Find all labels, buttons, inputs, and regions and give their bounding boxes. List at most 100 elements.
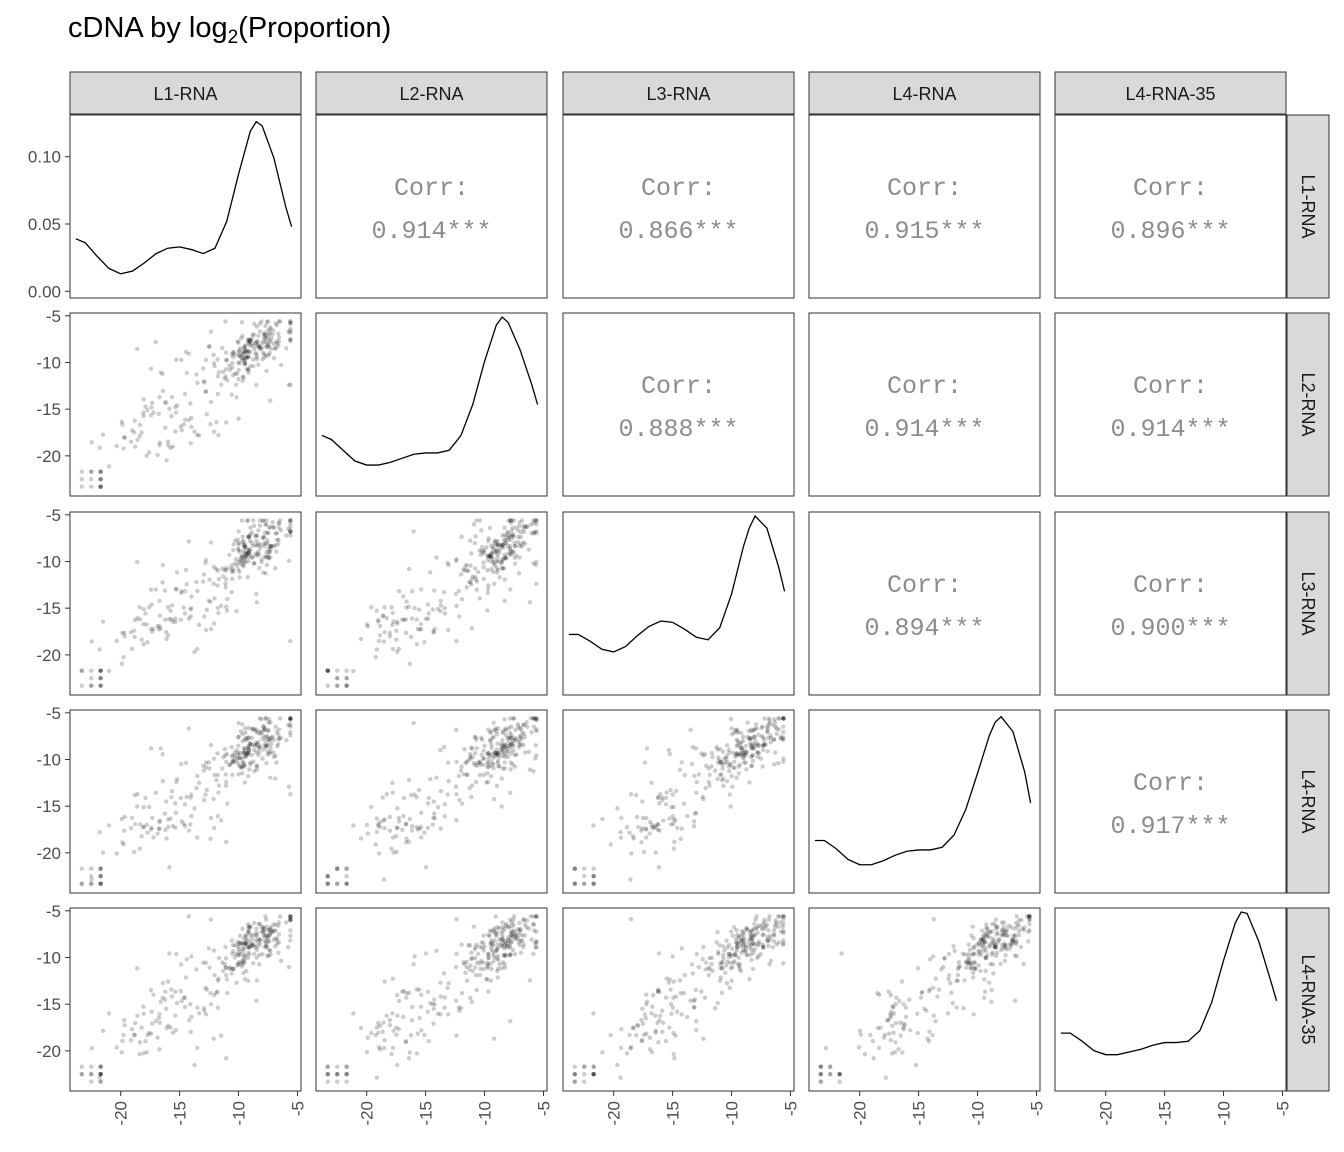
scatter-point bbox=[504, 944, 509, 949]
scatter-point bbox=[494, 752, 499, 758]
scatter-point bbox=[508, 952, 513, 957]
scatter-point bbox=[344, 1064, 349, 1069]
scatter-point bbox=[982, 932, 988, 937]
scatter-point bbox=[247, 339, 252, 345]
scatter-point bbox=[459, 534, 464, 540]
scatter-point bbox=[755, 925, 760, 930]
scatter-point bbox=[278, 362, 284, 368]
scatter-point bbox=[247, 534, 252, 539]
scatter-point bbox=[508, 745, 513, 751]
scatter-point bbox=[696, 772, 702, 777]
scatter-point bbox=[714, 744, 719, 750]
scatter-point bbox=[241, 357, 246, 362]
scatter-point bbox=[239, 964, 245, 969]
scatter-point bbox=[149, 1009, 154, 1014]
scatter-point bbox=[979, 938, 984, 943]
scatter-point bbox=[325, 668, 330, 673]
scatter-point bbox=[230, 568, 236, 574]
scatter-point bbox=[264, 942, 269, 948]
scatter-point bbox=[241, 948, 246, 953]
scatter-point bbox=[237, 575, 242, 580]
scatter-point bbox=[364, 1050, 370, 1055]
scatter-point bbox=[344, 683, 349, 688]
scatter-point bbox=[245, 339, 251, 344]
scatter-point bbox=[749, 763, 754, 769]
scatter-point bbox=[591, 881, 596, 886]
scatter-point bbox=[256, 549, 261, 554]
scatter-point bbox=[170, 619, 176, 624]
scatter-point bbox=[162, 811, 168, 816]
scatter-point bbox=[510, 947, 516, 953]
scatter-point bbox=[238, 355, 244, 360]
scatter-point bbox=[818, 1071, 823, 1077]
scatter-point bbox=[265, 935, 270, 941]
scatter-point bbox=[491, 959, 496, 964]
scatter-point bbox=[261, 932, 266, 938]
scatter-point bbox=[776, 940, 782, 945]
scatter-point bbox=[252, 945, 258, 950]
scatter-point bbox=[1027, 917, 1032, 922]
x-tick-label: -10 bbox=[1215, 1101, 1234, 1126]
scatter-point bbox=[751, 734, 757, 739]
scatter-point bbox=[718, 746, 723, 752]
scatter-point bbox=[755, 930, 760, 936]
scatter-point bbox=[431, 629, 437, 635]
scatter-point bbox=[100, 432, 106, 437]
scatter-point bbox=[493, 914, 498, 919]
scatter-point bbox=[494, 728, 499, 734]
scatter-point bbox=[976, 948, 981, 953]
scatter-point bbox=[245, 518, 251, 523]
scatter-point bbox=[724, 778, 730, 784]
scatter-point bbox=[746, 735, 752, 741]
scatter-point bbox=[373, 1032, 378, 1038]
scatter-point bbox=[276, 331, 281, 336]
scatter-point bbox=[485, 751, 490, 757]
scatter-point bbox=[519, 938, 525, 943]
scatter-point bbox=[673, 994, 679, 999]
scatter-point bbox=[506, 518, 511, 524]
scatter-point bbox=[261, 733, 267, 739]
scatter-point bbox=[164, 636, 169, 642]
scatter-point bbox=[266, 556, 271, 561]
scatter-point bbox=[894, 995, 899, 1000]
scatter-point bbox=[591, 823, 596, 828]
scatter-point bbox=[250, 357, 256, 362]
scatter-point bbox=[254, 382, 259, 388]
scatter-point bbox=[403, 840, 409, 845]
scatter-point bbox=[412, 954, 417, 959]
scatter-point bbox=[241, 345, 246, 351]
scatter-point bbox=[500, 928, 506, 933]
scatter-point bbox=[194, 786, 199, 791]
scatter-point bbox=[1027, 917, 1032, 922]
scatter-point bbox=[492, 581, 497, 586]
scatter-point bbox=[98, 866, 103, 871]
scatter-point bbox=[495, 758, 501, 763]
scatter-point bbox=[774, 726, 779, 732]
scatter-point bbox=[164, 458, 169, 463]
scatter-point bbox=[98, 1071, 103, 1077]
scatter-point bbox=[748, 727, 754, 733]
scatter-point bbox=[143, 1038, 148, 1044]
scatter-point bbox=[499, 744, 504, 749]
scatter-point bbox=[1008, 944, 1014, 949]
scatter-point bbox=[277, 319, 283, 324]
scatter-point bbox=[627, 830, 632, 835]
scatter-point bbox=[223, 374, 228, 379]
scatter-point bbox=[488, 941, 493, 947]
scatter-point bbox=[1004, 929, 1009, 934]
scatter-point bbox=[657, 989, 662, 995]
scatter-point bbox=[335, 683, 340, 688]
scatter-point bbox=[254, 600, 260, 605]
scatter-point bbox=[248, 742, 253, 747]
scatter-point bbox=[492, 561, 497, 566]
scatter-point bbox=[249, 936, 255, 942]
scatter-point bbox=[288, 529, 293, 534]
scatter-point bbox=[253, 542, 258, 548]
scatter-point bbox=[237, 361, 242, 366]
scatter-point bbox=[266, 332, 271, 337]
scatter-point bbox=[572, 1071, 577, 1077]
scatter-point bbox=[79, 866, 84, 871]
scatter-point bbox=[503, 923, 508, 928]
scatter-point bbox=[135, 615, 140, 621]
scatter-point bbox=[122, 1017, 127, 1023]
